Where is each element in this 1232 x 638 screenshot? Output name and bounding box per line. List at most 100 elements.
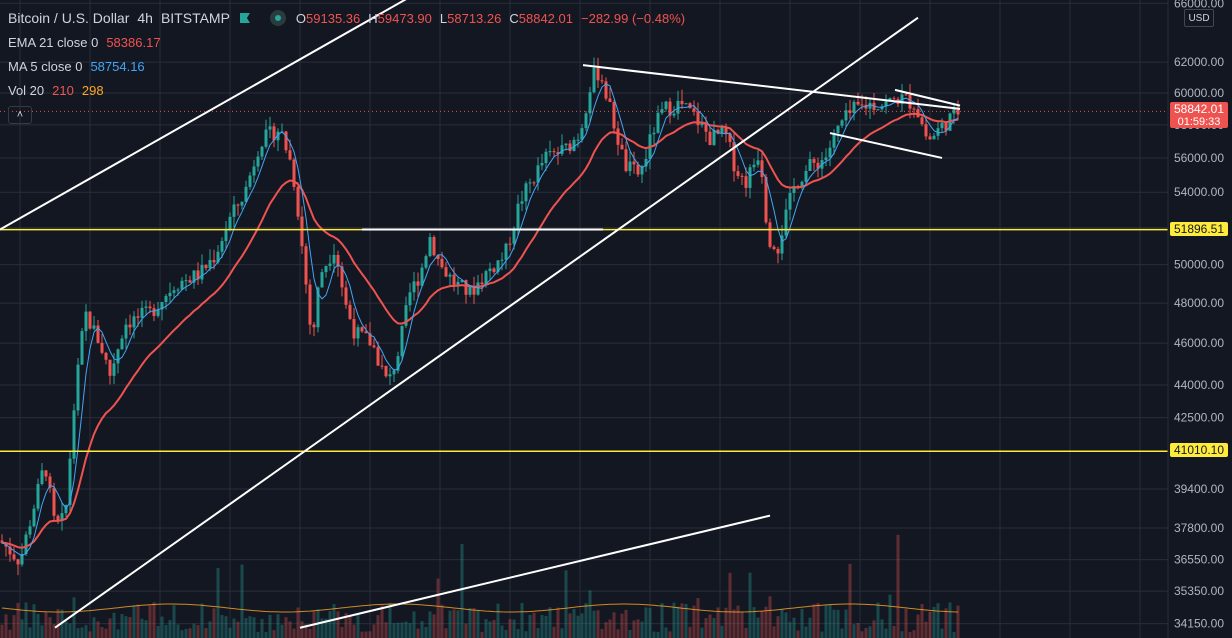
currency-button[interactable]: USD xyxy=(1184,9,1214,27)
volume-bar xyxy=(132,605,136,638)
volume-bar xyxy=(752,607,756,638)
volume-bar xyxy=(52,624,56,638)
candle-body xyxy=(420,267,424,286)
volume-bar xyxy=(576,615,580,638)
candle-body xyxy=(716,129,720,134)
volume-bar xyxy=(704,618,708,638)
axis-tick-label: 54000.00 xyxy=(1174,185,1224,199)
volume-bar xyxy=(40,625,44,638)
candle-body xyxy=(308,284,312,325)
volume-bar xyxy=(528,614,532,638)
volume-bar xyxy=(888,594,892,638)
candle-body xyxy=(780,235,784,254)
candle-body xyxy=(452,274,456,285)
volume-bar xyxy=(764,606,768,638)
volume-bar xyxy=(608,619,612,638)
volume-bar xyxy=(728,572,732,638)
candle-body xyxy=(436,255,440,259)
ma-name: MA 5 close 0 xyxy=(8,58,83,74)
candle-body xyxy=(352,318,356,339)
volume-bar xyxy=(216,568,220,638)
volume-bar xyxy=(700,627,704,638)
candle-body xyxy=(96,325,100,343)
flag-icon[interactable] xyxy=(239,13,250,23)
volume-bar xyxy=(952,631,956,638)
volume-bar xyxy=(4,614,8,638)
candle-body xyxy=(248,175,252,187)
volume-bar xyxy=(640,621,644,638)
volume-bar xyxy=(8,629,12,638)
volume-bar xyxy=(532,612,536,638)
volume-bar xyxy=(416,628,420,638)
volume-bar xyxy=(928,611,932,638)
volume-bar xyxy=(920,604,924,638)
volume-bar xyxy=(24,602,28,638)
volume-bar xyxy=(0,624,4,638)
volume-bar xyxy=(808,617,812,638)
vol-row[interactable]: Vol 20 210 298 xyxy=(8,78,685,102)
interval-label[interactable]: 4h xyxy=(137,10,153,26)
candle-body xyxy=(252,166,256,176)
volume-bar xyxy=(188,628,192,638)
candle-body xyxy=(828,147,832,158)
volume-bar xyxy=(260,619,264,638)
candle-body xyxy=(400,325,404,357)
candle-body xyxy=(924,124,928,137)
symbol-title[interactable]: Bitcoin / U.S. Dollar xyxy=(8,10,130,26)
volume-bar xyxy=(496,603,500,638)
candle-body xyxy=(608,98,612,102)
candle-body xyxy=(884,101,888,107)
candle-body xyxy=(492,268,496,273)
candle-body xyxy=(776,249,780,254)
low-value: 58713.26 xyxy=(447,10,502,26)
candle-body xyxy=(176,289,180,291)
volume-bar xyxy=(884,628,888,638)
candle-body xyxy=(188,280,192,283)
volume-bar xyxy=(604,622,608,638)
volume-bar xyxy=(664,627,668,638)
volume-bar xyxy=(676,606,680,638)
candle-body xyxy=(256,156,260,167)
candle-body xyxy=(908,94,912,109)
volume-bar xyxy=(388,602,392,638)
volume-bar xyxy=(648,607,652,638)
volume-bar xyxy=(324,618,328,638)
candle-body xyxy=(696,111,700,126)
candle-body xyxy=(508,243,512,245)
volume-bar xyxy=(372,624,376,638)
volume-bar xyxy=(956,605,960,638)
volume-bar xyxy=(804,626,808,638)
ema-value: 58386.17 xyxy=(106,34,161,50)
volume-bar xyxy=(828,604,832,638)
candle-body xyxy=(336,254,340,267)
volume-bar xyxy=(460,544,464,638)
candle-body xyxy=(108,359,112,376)
candle-body xyxy=(572,139,576,151)
volume-bar xyxy=(228,627,232,638)
candle-body xyxy=(192,270,196,283)
candle-body xyxy=(580,128,584,140)
volume-bar xyxy=(696,598,700,638)
candle-body xyxy=(128,324,132,328)
volume-bar xyxy=(716,607,720,638)
candle-body xyxy=(788,192,792,210)
volume-bar xyxy=(436,578,440,638)
volume-bar xyxy=(288,621,292,638)
volume-bar xyxy=(332,604,336,638)
ema-row[interactable]: EMA 21 close 0 58386.17 xyxy=(8,30,685,54)
market-status-icon[interactable] xyxy=(269,10,286,26)
volume-bar xyxy=(776,616,780,638)
volume-bar xyxy=(20,619,24,638)
ma-row[interactable]: MA 5 close 0 58754.16 xyxy=(8,54,685,78)
candle-body xyxy=(116,349,120,364)
current-price-tag: 58842.01 01:59:33 xyxy=(1170,102,1228,129)
volume-bar xyxy=(68,623,72,638)
axis-tick-label: 34150.00 xyxy=(1174,617,1224,631)
collapse-legend-button[interactable]: ˄ xyxy=(8,106,32,124)
volume-bar xyxy=(360,631,364,638)
volume-bar xyxy=(476,610,480,638)
volume-bar xyxy=(504,629,508,638)
candle-body xyxy=(264,129,268,147)
candle-body xyxy=(544,151,548,164)
